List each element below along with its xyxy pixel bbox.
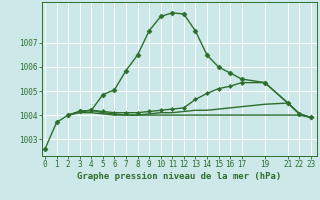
X-axis label: Graphe pression niveau de la mer (hPa): Graphe pression niveau de la mer (hPa) [77,172,281,181]
